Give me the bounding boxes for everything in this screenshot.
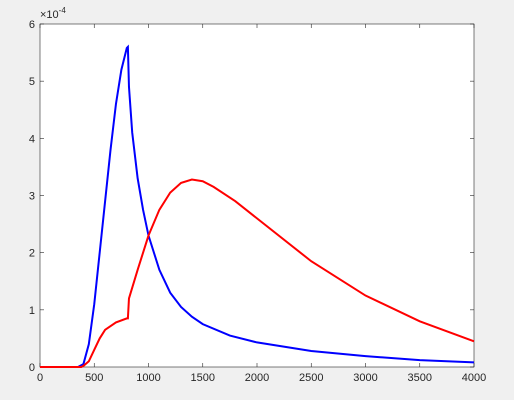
y-tick-label: 6 xyxy=(29,19,35,31)
y-tick-label: 3 xyxy=(29,191,35,203)
axes-box xyxy=(39,23,475,368)
x-tick-label: 2000 xyxy=(245,372,269,384)
x-tick-label: 4000 xyxy=(462,372,486,384)
y-tick-label: 2 xyxy=(29,248,35,260)
series-line xyxy=(40,178,475,368)
x-tick-label: 2500 xyxy=(299,372,323,384)
y-tick-label: 5 xyxy=(29,76,35,88)
x-tick-label: 1500 xyxy=(191,372,215,384)
x-tick-label: 3000 xyxy=(353,372,377,384)
y-exponent-power: -4 xyxy=(59,6,67,15)
x-tick-label: 3500 xyxy=(408,372,432,384)
y-exponent-base: ×10 xyxy=(40,9,59,21)
x-tick-label: 500 xyxy=(85,372,103,384)
y-tick-label: 1 xyxy=(29,305,35,317)
series-line xyxy=(40,44,475,368)
x-tick-label: 1000 xyxy=(136,372,160,384)
y-tick-label: 0 xyxy=(29,362,35,374)
x-tick-label: 0 xyxy=(37,372,43,384)
y-tick-label: 4 xyxy=(29,133,35,145)
y-exponent: ×10-4 xyxy=(40,6,66,21)
